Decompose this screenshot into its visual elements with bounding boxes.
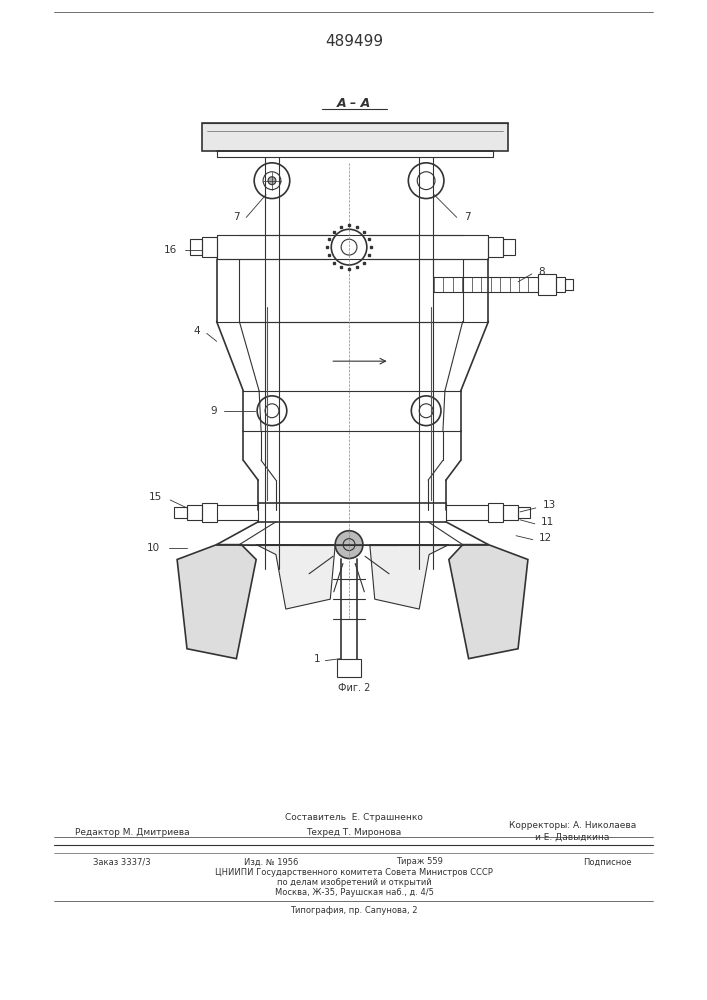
Text: Редактор М. Дмитриева: Редактор М. Дмитриева xyxy=(76,828,190,837)
Text: 8: 8 xyxy=(538,267,544,277)
Text: Фиг. 2: Фиг. 2 xyxy=(338,683,370,693)
Polygon shape xyxy=(177,545,256,659)
Circle shape xyxy=(268,177,276,185)
Bar xyxy=(489,503,503,522)
Text: Корректоры: А. Николаева: Корректоры: А. Николаева xyxy=(509,821,636,830)
Polygon shape xyxy=(370,545,449,609)
Text: Изд. № 1956: Изд. № 1956 xyxy=(244,857,298,866)
Bar xyxy=(187,505,201,520)
Text: Тираж 559: Тираж 559 xyxy=(396,857,443,866)
Text: Подписное: Подписное xyxy=(583,857,631,866)
Bar xyxy=(201,123,508,151)
Text: A – A: A – A xyxy=(337,97,371,110)
Text: 15: 15 xyxy=(149,492,163,502)
Text: 4: 4 xyxy=(193,326,200,336)
Text: Заказ 3337/3: Заказ 3337/3 xyxy=(93,857,151,866)
Text: Типография, пр. Сапунова, 2: Типография, пр. Сапунова, 2 xyxy=(291,906,418,915)
Bar xyxy=(566,279,573,290)
Text: 7: 7 xyxy=(233,212,240,222)
Bar xyxy=(201,503,216,522)
Text: по делам изобретений и открытий: по делам изобретений и открытий xyxy=(276,878,431,887)
Text: 12: 12 xyxy=(539,533,552,543)
Bar xyxy=(503,505,518,520)
Text: 1: 1 xyxy=(314,654,320,664)
Text: и Е. Давыдкина: и Е. Давыдкина xyxy=(535,833,609,842)
Text: 16: 16 xyxy=(164,245,177,255)
Text: 489499: 489499 xyxy=(325,34,383,49)
Bar xyxy=(556,277,566,292)
Text: 13: 13 xyxy=(543,500,556,510)
Bar xyxy=(190,239,201,255)
Bar xyxy=(489,237,503,257)
Text: 10: 10 xyxy=(147,543,160,553)
Bar xyxy=(503,239,515,255)
Bar xyxy=(201,237,216,257)
Text: 11: 11 xyxy=(541,517,554,527)
Text: 9: 9 xyxy=(210,406,216,416)
Text: 7: 7 xyxy=(464,212,470,222)
Polygon shape xyxy=(256,545,335,609)
Polygon shape xyxy=(449,545,528,659)
Text: Техред Т. Миронова: Техред Т. Миронова xyxy=(306,828,402,837)
Bar xyxy=(538,274,556,295)
Bar xyxy=(174,507,187,518)
Text: Составитель  Е. Страшненко: Составитель Е. Страшненко xyxy=(285,813,423,822)
Bar xyxy=(337,659,361,677)
Text: ЦНИИПИ Государственного комитета Совета Министров СССР: ЦНИИПИ Государственного комитета Совета … xyxy=(215,868,493,877)
Bar xyxy=(518,507,530,518)
Circle shape xyxy=(335,531,363,559)
Text: Москва, Ж-35, Раушская наб., д. 4/5: Москва, Ж-35, Раушская наб., д. 4/5 xyxy=(274,888,433,897)
